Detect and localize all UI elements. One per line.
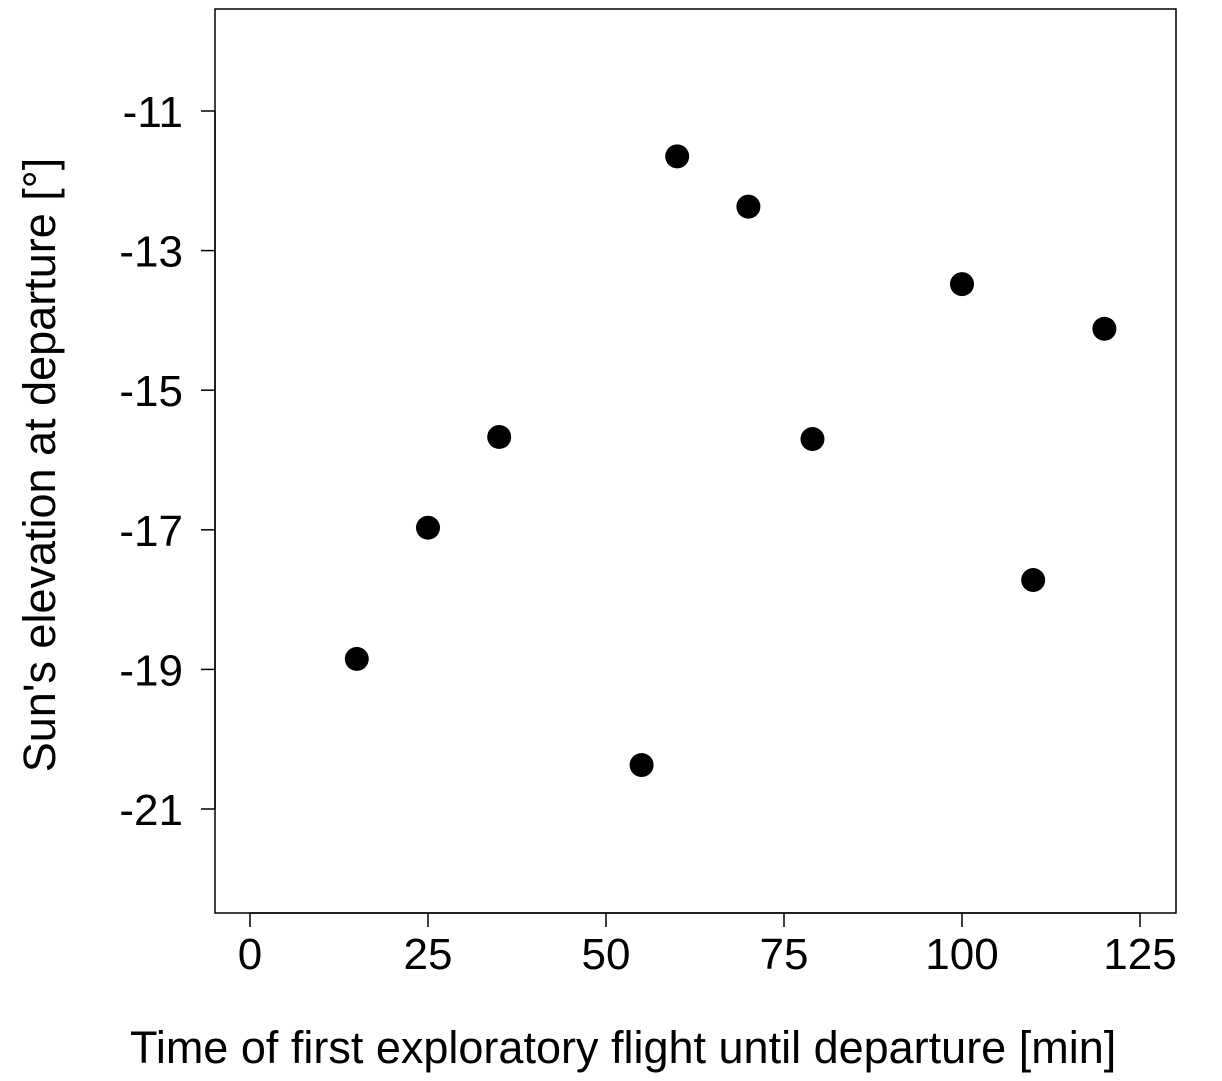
- x-axis-title: Time of first exploratory flight until d…: [130, 1022, 1116, 1073]
- data-point: [665, 144, 690, 169]
- y-tick-label: -13: [119, 228, 183, 277]
- y-axis-title: Sun's elevation at departure [°]: [14, 158, 65, 772]
- data-point: [487, 424, 512, 449]
- x-tick-label: 25: [404, 930, 453, 979]
- y-tick-label: -11: [123, 88, 183, 137]
- data-point: [629, 753, 654, 778]
- y-tick-label: -15: [119, 367, 183, 416]
- data-point: [416, 515, 440, 540]
- data-point: [344, 646, 369, 671]
- x-tick-label: 0: [238, 930, 262, 979]
- y-tick-label: -21: [119, 786, 183, 835]
- x-tick-label: 100: [925, 930, 998, 979]
- data-point: [950, 272, 974, 297]
- data-points: [344, 144, 1117, 778]
- data-point: [1021, 568, 1046, 593]
- y-axis: -11 -13 -15 -17 -19 -21: [119, 88, 216, 835]
- data-point: [1092, 316, 1117, 341]
- x-tick-label: 50: [582, 930, 631, 979]
- plot-frame: [214, 8, 1177, 914]
- data-point: [800, 427, 825, 452]
- x-tick-label: 75: [760, 930, 809, 979]
- y-tick-label: -19: [119, 646, 183, 695]
- x-axis: 0 25 50 75 100 125: [238, 912, 1177, 979]
- data-point: [736, 194, 761, 219]
- y-tick-label: -17: [119, 507, 183, 556]
- x-tick-label: 125: [1103, 930, 1176, 979]
